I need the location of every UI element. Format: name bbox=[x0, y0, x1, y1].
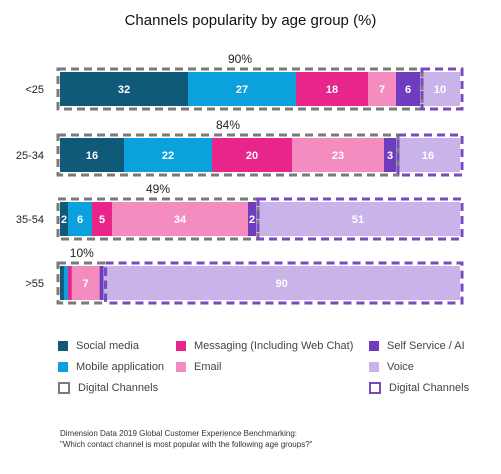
legend-swatch-email bbox=[176, 362, 186, 372]
source-line-1: Dimension Data 2019 Global Customer Expe… bbox=[60, 429, 298, 438]
data-label: 22 bbox=[162, 150, 174, 162]
data-label: 7 bbox=[379, 84, 385, 96]
data-label: 51 bbox=[352, 214, 364, 226]
category-label: 35-54 bbox=[16, 214, 44, 226]
legend-swatch-messaging bbox=[176, 341, 186, 351]
category-label: >55 bbox=[25, 278, 44, 290]
legend-item-digital-channels-box: Digital Channels bbox=[58, 382, 158, 394]
digital-total-label: 84% bbox=[216, 118, 240, 132]
digital-total-label: 90% bbox=[228, 52, 252, 66]
data-label: 5 bbox=[99, 214, 105, 226]
digital-channels-box bbox=[56, 67, 424, 111]
data-label: 10 bbox=[434, 84, 446, 96]
legend-item-social-media: Social media bbox=[58, 340, 139, 352]
legend-label: Voice bbox=[387, 361, 414, 373]
bar-segment-social-media bbox=[60, 138, 124, 172]
legend-label: Digital Channels bbox=[78, 382, 159, 394]
bar-segment-social-media bbox=[60, 266, 64, 300]
legend-item-self-service: Self Service / AI bbox=[369, 340, 465, 352]
bar-segment-mobile-application bbox=[124, 138, 212, 172]
voice-channels-box bbox=[256, 197, 464, 241]
digital-channels-box bbox=[56, 197, 260, 241]
voice-channels-box bbox=[396, 133, 464, 177]
legend-label: Digital Channels bbox=[389, 382, 470, 394]
legend-label: Messaging (Including Web Chat) bbox=[194, 340, 354, 352]
data-label: 20 bbox=[246, 150, 258, 162]
chart-title: Channels popularity by age group (%) bbox=[124, 12, 377, 29]
category-label: 25-34 bbox=[16, 150, 44, 162]
data-label: 90 bbox=[276, 278, 288, 290]
bar-segment-email bbox=[112, 202, 248, 236]
bar-segment-self-service-ai bbox=[248, 202, 256, 236]
bar-segment-mobile-application bbox=[68, 202, 92, 236]
data-label: 7 bbox=[83, 278, 89, 290]
bar-segment-mobile-application bbox=[188, 72, 296, 106]
legend-swatch-self-service bbox=[369, 341, 379, 351]
legend-swatch-voice bbox=[369, 362, 379, 372]
bar-segment-self-service-ai bbox=[384, 138, 396, 172]
digital-total-label: 49% bbox=[146, 182, 170, 196]
category-label: <25 bbox=[25, 84, 44, 96]
bar-segment-self-service-ai bbox=[396, 72, 420, 106]
bar-segment-voice bbox=[396, 138, 460, 172]
data-label: 3 bbox=[387, 150, 393, 162]
bar-segment-email bbox=[368, 72, 396, 106]
bar-segment-voice bbox=[420, 72, 460, 106]
bar-segment-mobile-application bbox=[63, 266, 68, 300]
legend-label: Mobile application bbox=[76, 361, 165, 373]
digital-channels-box bbox=[56, 133, 400, 177]
bar-segment-email bbox=[71, 266, 100, 300]
legend-swatch-mobile-application bbox=[58, 362, 68, 372]
bar-segment-social-media bbox=[60, 72, 188, 106]
data-label: 34 bbox=[174, 214, 187, 226]
bar-segment-self-service-ai bbox=[99, 266, 104, 300]
legend-item-email: Email bbox=[176, 361, 222, 373]
data-label: 27 bbox=[236, 84, 248, 96]
data-label: 23 bbox=[332, 150, 344, 162]
bar-segment-messaging-including-web-chat bbox=[92, 202, 112, 236]
voice-channels-box bbox=[420, 67, 464, 111]
voice-channels-box bbox=[104, 261, 464, 305]
bar-segment-social-media bbox=[60, 202, 68, 236]
data-label: 18 bbox=[326, 84, 338, 96]
legend-item-messaging: Messaging (Including Web Chat) bbox=[176, 340, 353, 352]
legend-item-mobile-application: Mobile application bbox=[58, 361, 164, 373]
data-label: 2 bbox=[61, 214, 67, 226]
bar-segment-email bbox=[292, 138, 384, 172]
legend-dashed-box-purple bbox=[369, 382, 381, 394]
bar-segment-messaging-including-web-chat bbox=[212, 138, 292, 172]
legend-label: Self Service / AI bbox=[387, 340, 465, 352]
source-line-2: "Which contact channel is most popular w… bbox=[60, 440, 313, 449]
legend-item-voice-box: Digital Channels bbox=[369, 382, 469, 394]
legend-dashed-box-gray bbox=[58, 382, 70, 394]
bar-segment-voice bbox=[103, 266, 460, 300]
data-label: 16 bbox=[86, 150, 98, 162]
digital-total-label: 10% bbox=[70, 246, 94, 260]
legend-label: Social media bbox=[76, 340, 139, 352]
data-label: 16 bbox=[422, 150, 434, 162]
data-label: 2 bbox=[249, 214, 255, 226]
legend-item-voice: Voice bbox=[369, 361, 414, 373]
bar-segment-messaging-including-web-chat bbox=[296, 72, 368, 106]
bar-segment-messaging-including-web-chat bbox=[67, 266, 72, 300]
data-label: 6 bbox=[405, 84, 411, 96]
data-label: 6 bbox=[77, 214, 83, 226]
source-note: Dimension Data 2019 Global Customer Expe… bbox=[60, 428, 312, 450]
data-label: 32 bbox=[118, 84, 130, 96]
bar-segment-voice bbox=[256, 202, 460, 236]
legend-label: Email bbox=[194, 361, 222, 373]
legend-swatch-social-media bbox=[58, 341, 68, 351]
